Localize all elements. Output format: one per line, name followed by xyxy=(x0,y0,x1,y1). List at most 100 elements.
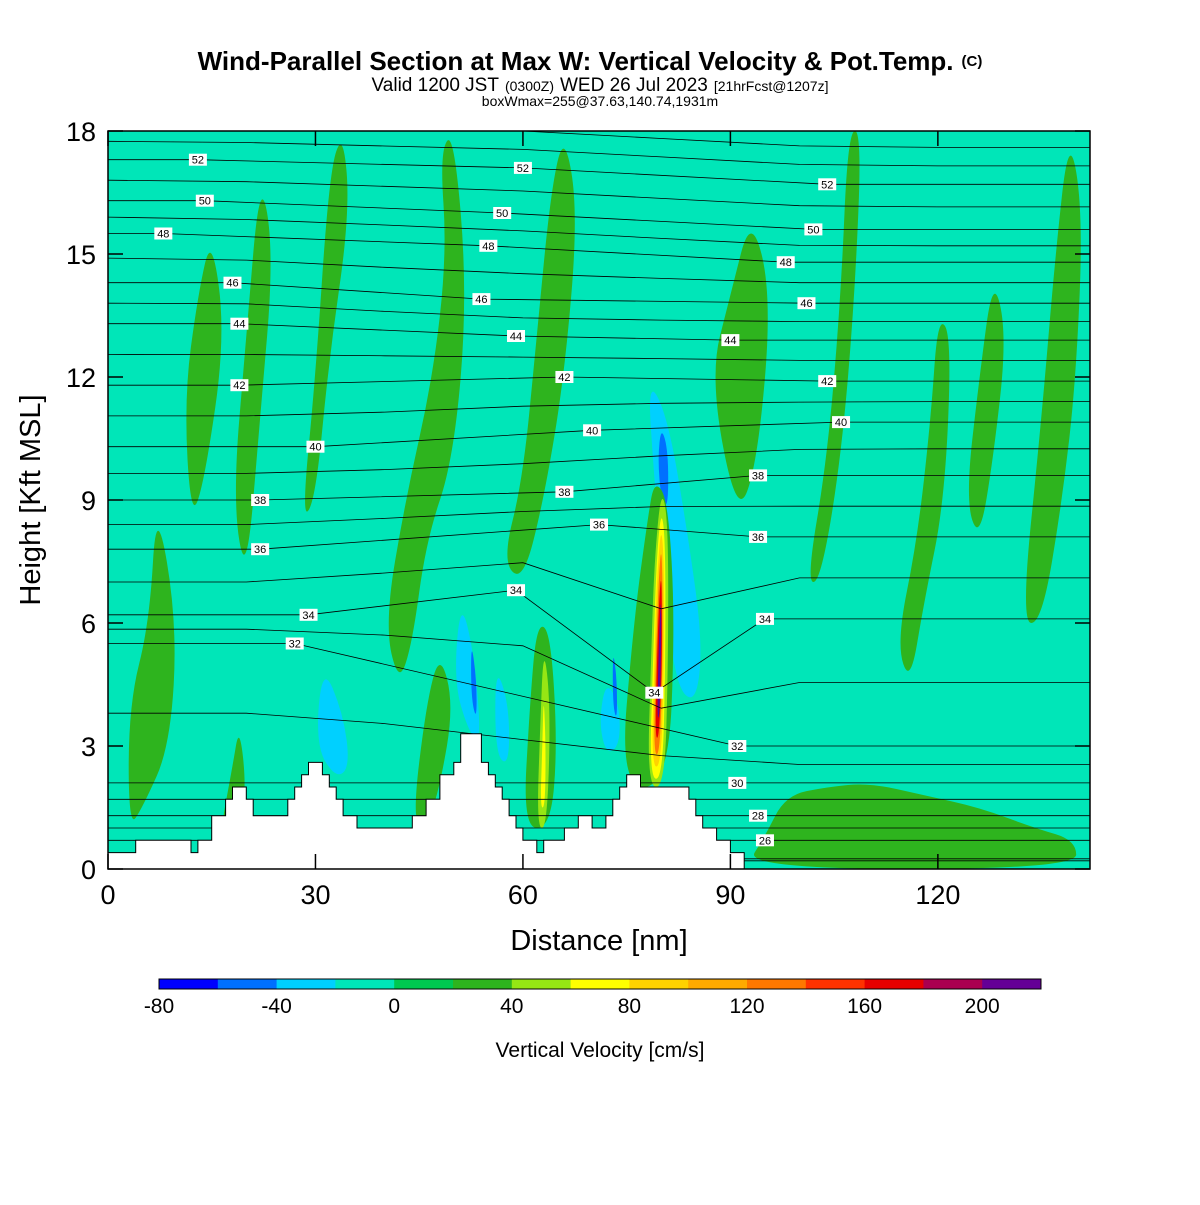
vertical-velocity-region xyxy=(128,530,175,820)
theta-label-text: 38 xyxy=(558,487,570,499)
theta-label: 48 xyxy=(479,239,498,253)
theta-label-text: 34 xyxy=(648,688,660,700)
theta-label-text: 32 xyxy=(731,741,743,753)
y-tick-label: 12 xyxy=(66,363,96,393)
theta-label-text: 48 xyxy=(482,241,494,253)
theta-label: 34 xyxy=(755,612,774,626)
theta-label: 38 xyxy=(555,485,574,499)
colorbar-swatch xyxy=(217,979,278,989)
theta-label-text: 50 xyxy=(496,208,508,220)
theta-label-text: 46 xyxy=(800,298,812,310)
theta-label-text: 46 xyxy=(226,278,238,290)
theta-label-text: 42 xyxy=(821,376,833,388)
theta-label-text: 26 xyxy=(759,835,771,847)
theta-label: 36 xyxy=(590,518,608,532)
x-axis-label: Distance [nm] xyxy=(510,925,687,957)
theta-label-text: 46 xyxy=(475,294,487,306)
colorbar-tick-label: 80 xyxy=(618,995,641,1018)
colorbar-swatch xyxy=(570,979,630,989)
vertical-velocity-region xyxy=(715,233,768,500)
theta-contour xyxy=(108,140,1090,167)
theta-label: 44 xyxy=(230,317,249,331)
vertical-velocity-region xyxy=(495,678,510,762)
box-max-info: boxWmax=255@37.63,140.74,1931m xyxy=(482,93,718,109)
theta-label: 32 xyxy=(285,637,304,651)
theta-label-text: 32 xyxy=(289,639,301,651)
colorbar-tick-label: 0 xyxy=(388,995,400,1018)
colorbar-tick-label: 40 xyxy=(500,995,523,1018)
colorbar-tick-label: 160 xyxy=(847,995,882,1018)
y-tick-label: 15 xyxy=(66,240,96,270)
terrain xyxy=(108,733,1090,869)
colorbar-swatch xyxy=(394,979,454,989)
theta-label: 30 xyxy=(728,776,747,790)
vertical-velocity-region xyxy=(900,324,950,671)
x-axis-ticks: 0 30 60 90 120 xyxy=(100,131,960,910)
theta-label-text: 50 xyxy=(199,196,211,208)
theta-contour xyxy=(108,589,1090,694)
theta-label: 28 xyxy=(749,809,768,823)
y-tick-label: 18 xyxy=(66,117,96,147)
theta-label-text: 36 xyxy=(254,544,266,556)
theta-label: 40 xyxy=(832,416,851,429)
colorbar-swatch xyxy=(276,979,336,989)
theta-label: 50 xyxy=(195,194,214,208)
x-tick-label: 60 xyxy=(508,880,538,910)
theta-label: 52 xyxy=(188,153,207,167)
theta-label: 42 xyxy=(818,375,837,388)
colorbar-tick-label: 120 xyxy=(729,995,764,1018)
theta-label-text: 36 xyxy=(752,532,764,544)
vertical-velocity-region xyxy=(968,293,1004,528)
x-tick-label: 0 xyxy=(100,880,115,910)
theta-label: 42 xyxy=(230,379,249,392)
theta-contour xyxy=(108,257,1090,284)
y-tick-label: 6 xyxy=(81,609,96,639)
vertical-velocity-region xyxy=(810,131,860,582)
theta-contour xyxy=(108,562,1090,610)
chart-title: Wind-Parallel Section at Max W: Vertical… xyxy=(198,46,983,76)
valid-time-line: Valid 1200 JST (0300Z) WED 26 Jul 2023 [21h… xyxy=(372,75,829,96)
theta-label: 38 xyxy=(251,494,270,507)
y-axis-label: Height [Kft MSL] xyxy=(15,394,47,605)
plot-area: 52 52 52 50 50 50 48 48 48 46 46 46 44 44 44 42 42 42 40 40… xyxy=(108,131,1090,869)
colorbar-swatch xyxy=(688,979,748,989)
potential-temperature-labels: 52 52 52 50 50 50 48 48 48 46 46 46 44 44 44 42 42 42 40 40… xyxy=(154,153,851,847)
theta-contour xyxy=(108,302,1090,322)
colorbar-tick-label: 200 xyxy=(965,995,1000,1018)
theta-label-text: 34 xyxy=(510,585,522,597)
x-tick-label: 30 xyxy=(300,880,330,910)
theta-label: 48 xyxy=(776,256,795,269)
theta-label-text: 40 xyxy=(309,442,321,454)
theta-label-text: 42 xyxy=(233,380,245,392)
colorbar-swatch xyxy=(629,979,689,989)
theta-label: 38 xyxy=(749,469,768,482)
theta-label-text: 40 xyxy=(835,417,847,429)
vertical-velocity-region xyxy=(235,199,271,555)
theta-label-text: 48 xyxy=(780,257,792,269)
theta-label: 52 xyxy=(818,178,837,191)
colorbar-swatch xyxy=(159,979,219,989)
theta-label: 26 xyxy=(755,834,774,847)
theta-contour xyxy=(108,448,1090,474)
theta-label-text: 34 xyxy=(302,610,314,622)
colorbar-tick-label: -40 xyxy=(261,995,291,1018)
vertical-velocity-region xyxy=(507,148,575,574)
theta-contour xyxy=(108,712,1090,765)
theta-label-text: 52 xyxy=(517,163,529,175)
vertical-velocity-region xyxy=(753,784,1077,869)
colorbar-swatch xyxy=(864,979,924,989)
theta-contour xyxy=(108,643,1090,747)
theta-label: 40 xyxy=(306,440,325,454)
colorbar-swatch xyxy=(923,979,983,989)
theta-label: 34 xyxy=(299,608,318,622)
theta-label-text: 42 xyxy=(558,372,570,384)
theta-contour xyxy=(507,131,1090,148)
vertical-velocity-region xyxy=(612,658,617,716)
theta-label-text: 50 xyxy=(807,224,819,236)
theta-label-text: 52 xyxy=(821,179,833,191)
theta-label-text: 28 xyxy=(752,811,764,823)
y-tick-label: 3 xyxy=(81,732,96,762)
x-tick-label: 90 xyxy=(715,880,745,910)
colorbar-swatch xyxy=(335,979,395,989)
